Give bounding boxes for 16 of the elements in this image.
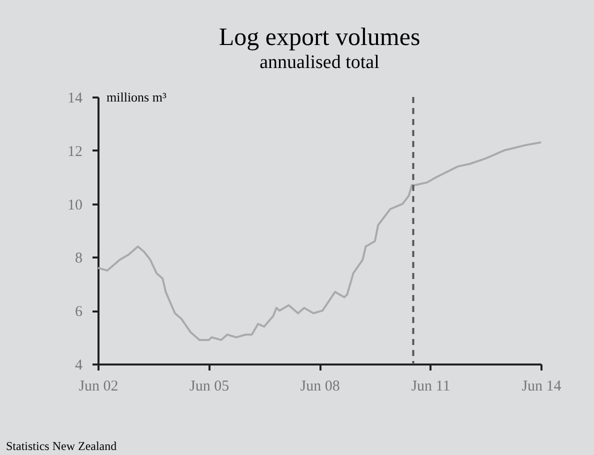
y-tick-label: 10 [68, 197, 82, 214]
x-tick-label: Jun 08 [300, 378, 340, 394]
y-tick-label: 12 [68, 144, 82, 160]
line-series [97, 141, 542, 341]
y-tick-label: 4 [75, 358, 83, 374]
y-tick-label: 8 [75, 250, 82, 267]
x-tick-label: Jun 14 [522, 378, 562, 394]
x-tick-label: Jun 02 [78, 378, 118, 394]
text: Statistics New Zealand [6, 439, 117, 453]
x-tick-label: Jun 05 [189, 378, 230, 394]
x-tick-label: Jun 11 [411, 378, 450, 394]
chart-subtitle: annualised total [260, 52, 380, 73]
y-axis-title: millions m³ [106, 90, 166, 104]
y-tick-label: 14 [68, 90, 83, 106]
chart-title: Log export volumes [218, 24, 420, 51]
y-tick-label: 6 [75, 304, 83, 320]
